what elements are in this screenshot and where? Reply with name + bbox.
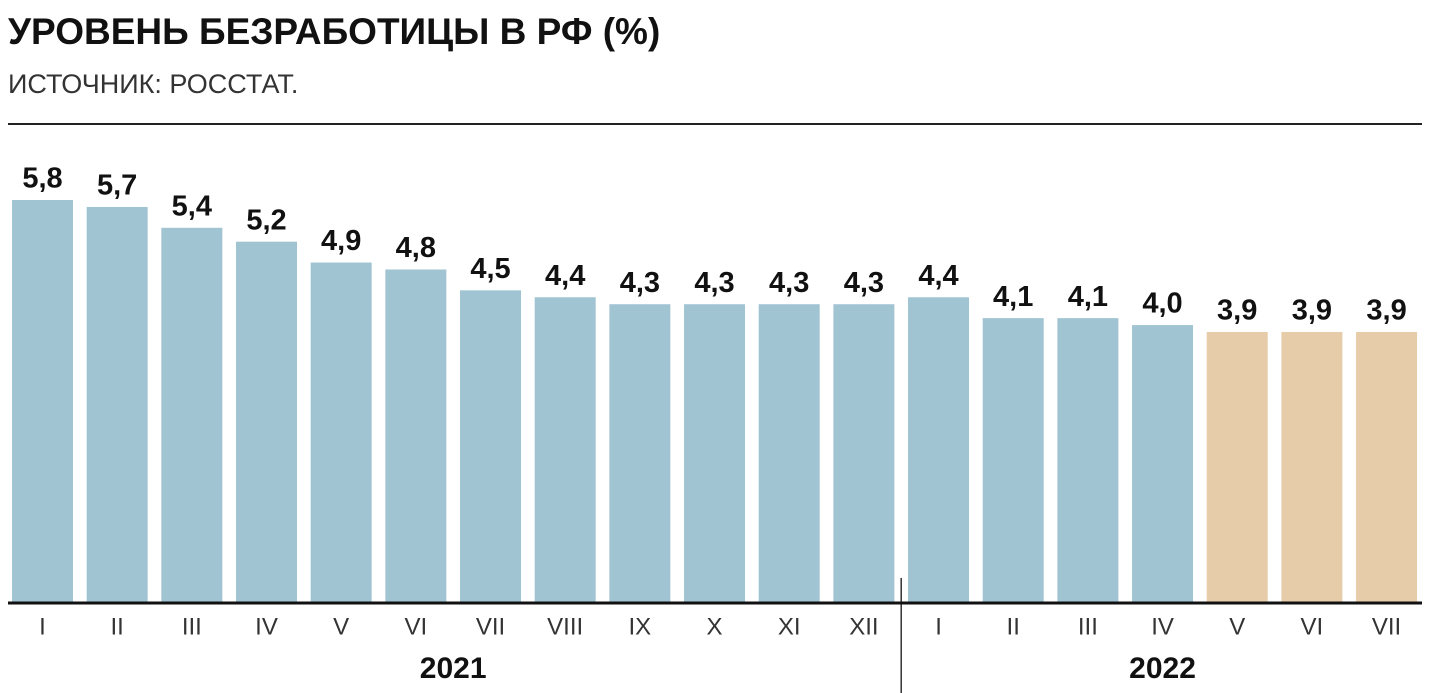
- group-label: 2021: [420, 652, 487, 685]
- x-tick-label: IX: [629, 613, 652, 640]
- bar: [908, 297, 970, 603]
- bar: [310, 262, 372, 603]
- x-tick-label: XII: [849, 613, 878, 640]
- x-tick-label: VII: [1372, 613, 1401, 640]
- x-tick-label: I: [39, 613, 46, 640]
- value-label: 4,9: [321, 225, 361, 257]
- value-label: 4,8: [396, 232, 436, 264]
- value-label: 4,3: [769, 267, 809, 299]
- x-tick-label: IV: [1151, 613, 1174, 640]
- x-tick-label: VI: [405, 613, 428, 640]
- bar: [1206, 332, 1268, 603]
- value-label: 4,4: [918, 260, 958, 292]
- value-label: 4,5: [470, 253, 510, 285]
- value-label: 5,2: [246, 204, 286, 236]
- x-tick-label: V: [333, 613, 349, 640]
- bar: [460, 290, 522, 603]
- group-label: 2022: [1129, 652, 1196, 685]
- x-tick-label: IV: [255, 613, 278, 640]
- x-tick-label: V: [1229, 613, 1245, 640]
- value-label: 4,3: [694, 267, 734, 299]
- value-label: 3,9: [1292, 295, 1332, 327]
- bar: [684, 304, 746, 603]
- bar: [1057, 318, 1119, 603]
- value-label: 4,3: [844, 267, 884, 299]
- chart-title: УРОВЕНЬ БЕЗРАБОТИЦЫ В РФ (%): [8, 11, 660, 52]
- value-label: 4,1: [1068, 281, 1108, 313]
- x-tick-label: VI: [1301, 613, 1324, 640]
- x-tick-label: III: [1078, 613, 1098, 640]
- bar: [12, 200, 73, 603]
- bar: [758, 304, 820, 603]
- bar: [1132, 325, 1194, 603]
- bar: [982, 318, 1044, 603]
- value-label: 4,4: [545, 260, 585, 292]
- value-label: 4,3: [620, 267, 660, 299]
- x-tick-label: II: [1007, 613, 1020, 640]
- bar: [236, 241, 298, 604]
- bar: [534, 297, 596, 603]
- value-label: 3,9: [1217, 295, 1257, 327]
- bar: [833, 304, 895, 603]
- chart-subtitle: ИСТОЧНИК: РОССТАТ.: [8, 69, 298, 99]
- bar: [1281, 332, 1343, 603]
- value-label: 5,7: [97, 170, 137, 202]
- value-label: 4,1: [993, 281, 1033, 313]
- x-tick-label: VIII: [547, 613, 583, 640]
- x-tick-label: III: [182, 613, 202, 640]
- x-tick-label: XI: [778, 613, 801, 640]
- x-tick-label: II: [110, 613, 123, 640]
- bar: [609, 304, 671, 603]
- x-tick-label: X: [707, 613, 723, 640]
- bar: [1356, 332, 1418, 603]
- value-label: 5,8: [22, 163, 62, 195]
- x-tick-label: VII: [476, 613, 505, 640]
- value-label: 5,4: [172, 190, 212, 222]
- bar: [86, 206, 148, 603]
- value-label: 3,9: [1366, 295, 1406, 327]
- x-tick-label: I: [935, 613, 942, 640]
- bar: [161, 227, 223, 604]
- bar: [385, 269, 447, 603]
- value-label: 4,0: [1142, 288, 1182, 320]
